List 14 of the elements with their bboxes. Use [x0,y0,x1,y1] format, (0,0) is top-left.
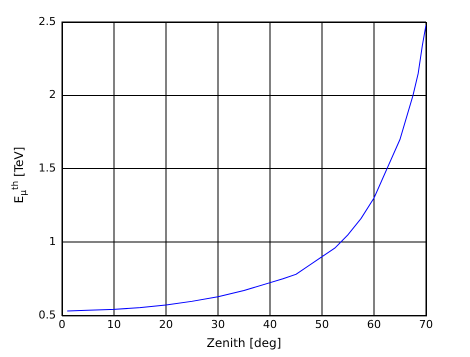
y-tick-label: 1.5 [38,162,56,175]
x-tick-label: 40 [263,318,277,331]
x-tick-label: 0 [58,318,66,331]
y-tick-label: 2 [49,88,56,102]
x-tick-label: 20 [159,318,173,331]
x-tick-label: 50 [315,318,329,331]
x-tick-label: 30 [211,318,225,331]
y-tick-label: 2.5 [38,14,56,28]
x-tick-label: 60 [367,318,381,331]
x-tick-label: 70 [419,318,433,331]
x-tick-label: 10 [107,318,121,331]
y-tick-label: 1 [49,234,56,248]
y-tick-label: 0.5 [38,308,56,322]
x-axis-title: Zenith [deg] [206,336,282,350]
